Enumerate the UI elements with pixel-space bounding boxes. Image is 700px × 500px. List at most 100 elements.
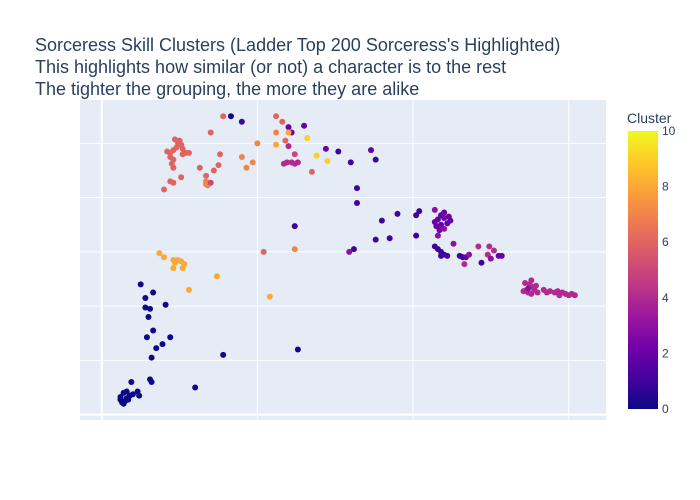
data-point (525, 285, 532, 292)
data-point (147, 305, 154, 312)
data-point (528, 277, 535, 284)
data-point (534, 289, 541, 296)
data-point (487, 255, 494, 262)
data-point (475, 243, 482, 250)
data-point (238, 153, 245, 160)
data-point (243, 164, 250, 171)
data-point (528, 290, 535, 297)
data-point (441, 214, 448, 221)
data-points (117, 113, 578, 407)
colorbar-tick-label: 6 (662, 235, 669, 249)
data-point (285, 143, 292, 150)
data-point (120, 389, 127, 396)
data-point (179, 145, 186, 152)
data-point (486, 243, 493, 250)
colorbar-tick-label: 10 (662, 124, 676, 138)
data-point (394, 210, 401, 217)
data-point (436, 227, 443, 234)
data-point (291, 246, 298, 253)
data-point (498, 252, 505, 259)
data-point (445, 213, 452, 220)
data-point (291, 223, 298, 230)
data-point (490, 247, 497, 254)
data-point (285, 124, 292, 131)
data-point (416, 208, 423, 215)
data-point (260, 248, 267, 255)
data-point (254, 140, 261, 147)
data-point (161, 186, 168, 193)
data-point (128, 379, 135, 386)
data-point (522, 280, 529, 287)
data-point (134, 388, 141, 395)
data-point (279, 118, 286, 125)
data-point (450, 240, 457, 247)
data-point (203, 172, 210, 179)
data-point (210, 167, 217, 174)
data-point (145, 313, 152, 320)
data-point (150, 327, 157, 334)
data-point (285, 129, 292, 136)
data-point (220, 113, 227, 120)
data-point (461, 261, 468, 268)
data-point (478, 259, 485, 266)
data-point (227, 113, 234, 120)
colorbar-ticks: 0 2 4 6 8 10 (662, 124, 676, 416)
colorbar-tick-label: 2 (662, 346, 669, 360)
data-point (294, 159, 301, 166)
data-point (143, 334, 150, 341)
data-point (354, 200, 361, 207)
data-point (150, 289, 157, 296)
data-point (434, 216, 441, 223)
data-point (207, 129, 214, 136)
data-point (438, 252, 445, 259)
data-point (324, 158, 331, 165)
data-point (215, 162, 222, 169)
data-point (238, 118, 245, 125)
data-point (282, 137, 289, 144)
data-point (466, 251, 473, 258)
data-point (217, 151, 224, 158)
data-point (378, 217, 385, 224)
data-point (386, 235, 393, 242)
chart-subtitle-1: This highlights how similar (or not) a c… (35, 57, 507, 77)
data-point (546, 288, 553, 295)
data-point (571, 292, 578, 299)
data-point (192, 384, 199, 391)
data-point (350, 246, 357, 253)
data-point (484, 251, 491, 258)
colorbar (628, 131, 658, 409)
data-point (434, 232, 441, 239)
chart-title-block: Sorceress Skill Clusters (Ladder Top 200… (35, 34, 625, 100)
data-point (142, 294, 149, 301)
data-point (182, 149, 189, 156)
data-point (207, 179, 214, 186)
data-point (273, 129, 280, 136)
data-point (142, 304, 149, 311)
data-point (294, 346, 301, 353)
data-point (280, 160, 287, 167)
data-point (433, 223, 440, 230)
data-point (273, 113, 280, 120)
colorbar-tick-label: 8 (662, 180, 669, 194)
data-point (170, 164, 177, 171)
data-point (372, 236, 379, 243)
chart-subtitle-2: The tighter the grouping, the more they … (35, 79, 420, 99)
data-point (117, 393, 124, 400)
data-point (291, 151, 298, 158)
plot-area (80, 100, 606, 420)
data-point (159, 341, 166, 348)
data-point (313, 152, 320, 159)
data-point (156, 250, 163, 257)
data-point (249, 159, 256, 166)
data-point (129, 391, 136, 398)
data-point (178, 174, 185, 181)
data-point (170, 265, 177, 272)
data-point (368, 147, 375, 154)
data-point (322, 145, 329, 152)
colorbar-tick-label: 4 (662, 291, 669, 305)
data-point (153, 345, 160, 352)
colorbar-title: Cluster (627, 110, 672, 126)
data-point (148, 379, 155, 386)
data-point (266, 293, 273, 300)
